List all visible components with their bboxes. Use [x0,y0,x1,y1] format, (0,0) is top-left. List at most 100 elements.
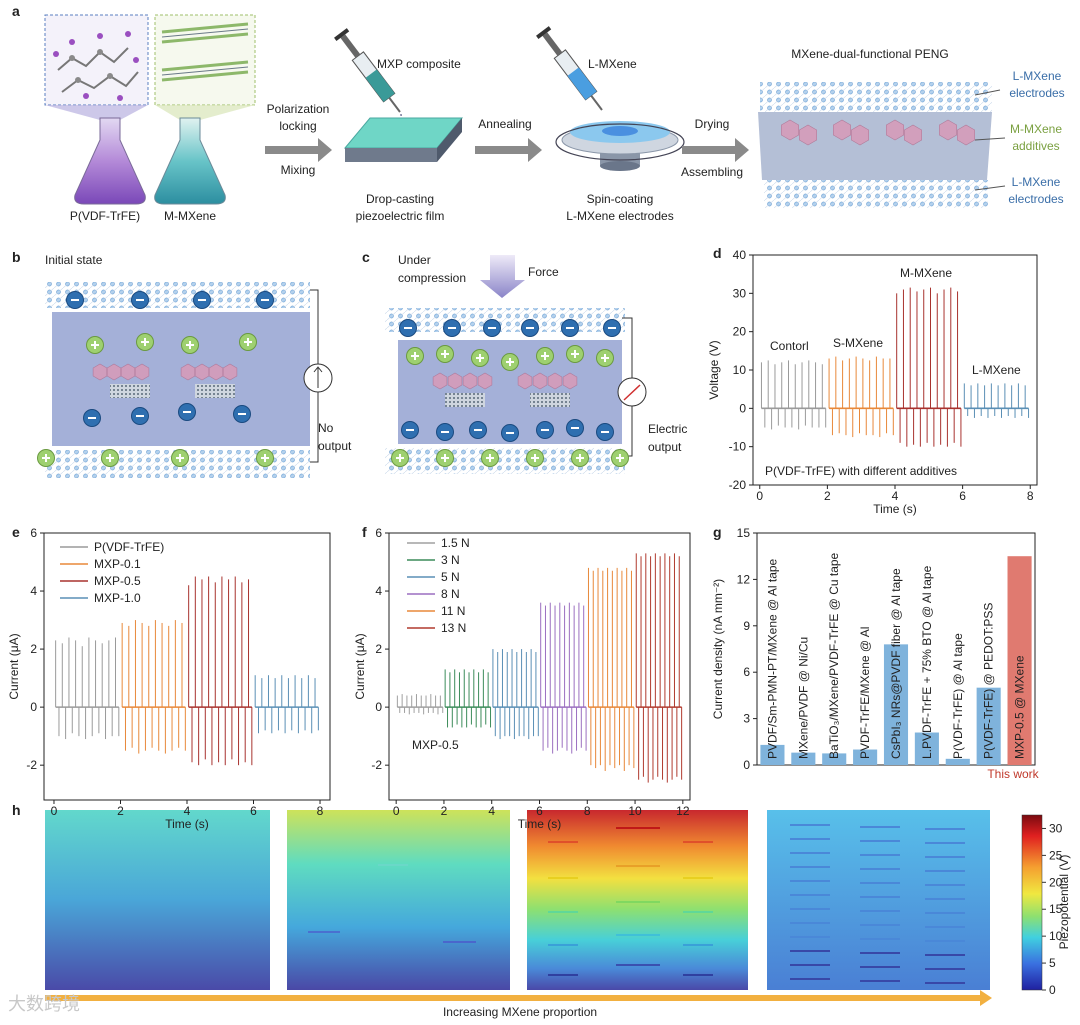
positive-ion [86,336,104,354]
circle-shape [125,31,131,37]
legend-label: 11 N [441,604,465,618]
line-shape [161,70,249,82]
negative-ion [193,291,211,309]
line-shape [161,22,249,34]
polygon-shape [437,118,462,162]
label: output [318,439,352,453]
y-tick-label: 0 [743,758,750,772]
positive-ion [526,449,544,467]
colorbar-tick-label: 10 [1049,929,1063,943]
y-tick-label: 12 [737,572,751,586]
bar-label: MXP-0.5 @ MXene [1013,655,1027,759]
positive-ion [536,347,554,365]
g-shape [69,49,113,83]
x-tick-label: 6 [250,804,257,818]
rect-shape [527,810,748,990]
line-shape [388,97,401,113]
hexagon [780,119,800,141]
annotation: P(VDF-TrFE) with different additives [765,464,957,478]
positive-ion [37,449,55,467]
label: MXene-dual-functional PENG [791,47,948,61]
positive-ion [239,333,257,351]
negative-ion [131,291,149,309]
label: b [12,249,21,265]
positive-ion [471,349,489,367]
positive-ion [501,353,519,371]
label: Piezopotential (V) [1057,855,1071,950]
positive-ion [256,449,274,467]
positive-ion [481,449,499,467]
negative-ion [399,319,417,337]
label: c [362,249,370,265]
polygon-shape [265,138,332,162]
negative-ion [596,423,614,441]
y-tick-label: 40 [733,248,747,262]
annotation: L-MXene [972,363,1021,377]
label: electrodes [1009,86,1064,100]
text-shape: No output [318,421,352,453]
label: MXP composite [377,57,461,71]
negative-ion [536,421,554,439]
y-tick-label: 0 [30,700,37,714]
y-tick-label: 3 [743,712,750,726]
bar-label: L.PVDF-TrFE + 75% BTO @ Al tape [920,565,934,759]
g-shape [790,824,965,984]
positive-ion [181,336,199,354]
plot-frame [43,532,331,801]
label: M-MXene [164,209,216,223]
hexagon [222,363,238,381]
circle-shape [53,51,59,57]
rect-shape [334,28,350,41]
hexagon [938,119,958,141]
circle-shape [97,33,103,39]
polygon-shape [155,105,255,120]
legend-label: 8 N [441,587,460,601]
chart: f Current (μA) Time (s) -2 0 2 4 6 0 2 4 6 8 10 12 1.5 … [353,524,691,831]
y-tick-label: 2 [30,642,37,656]
label: P(VDF-TrFE) [70,209,140,223]
annotation: MXP-0.5 [412,738,459,752]
text-shape: Polarization locking [267,102,330,133]
ellipse-shape [555,123,685,161]
colorbar-tick-label: 25 [1049,848,1063,862]
chart: e Current (μA) Time (s) -2 0 2 4 6 0 2 4 6 8 P(VDF-Tr… [7,524,331,831]
negative-ion [469,421,487,439]
path-shape [313,366,323,388]
text-shape: Spin-coating L-MXene electrodes [566,192,673,223]
hexagon [477,372,493,390]
negative-ion [131,407,149,425]
polyline-shape [61,71,139,93]
bar [760,744,785,765]
colorbar-tick-label: 0 [1049,983,1056,997]
y-tick-label: 9 [743,619,750,633]
x-tick-label: 6 [959,489,966,503]
rect-shape [764,180,988,208]
label: additives [1012,139,1059,153]
label: Polarization [267,102,330,116]
bar-label: P(VDF-TrFE) @ PEDOT:PSS [982,603,996,759]
label: Assembling [681,165,743,179]
label: L-MXene [1013,69,1062,83]
bar [853,749,878,765]
path-shape [623,384,641,401]
annotation: M-MXene [900,266,952,280]
polygon-shape [45,990,992,1006]
label: a [12,3,20,19]
g-shape [536,26,603,111]
negative-ion [443,319,461,337]
label: output [648,440,682,454]
ellipse-shape [600,161,640,171]
label: piezoelectric film [356,209,445,223]
negative-ion [501,424,519,442]
label: compression [398,271,466,285]
label: Initial state [45,253,103,267]
rect-shape [1021,814,1043,991]
label: Annealing [478,117,531,131]
label: L-MXene [1012,175,1061,189]
x-tick-label: 4 [184,804,191,818]
y-tick-label: 6 [743,665,750,679]
y-tick-label: -2 [371,758,382,772]
bar [1007,556,1032,765]
path-shape [74,117,146,205]
x-tick-label: 8 [1027,489,1034,503]
